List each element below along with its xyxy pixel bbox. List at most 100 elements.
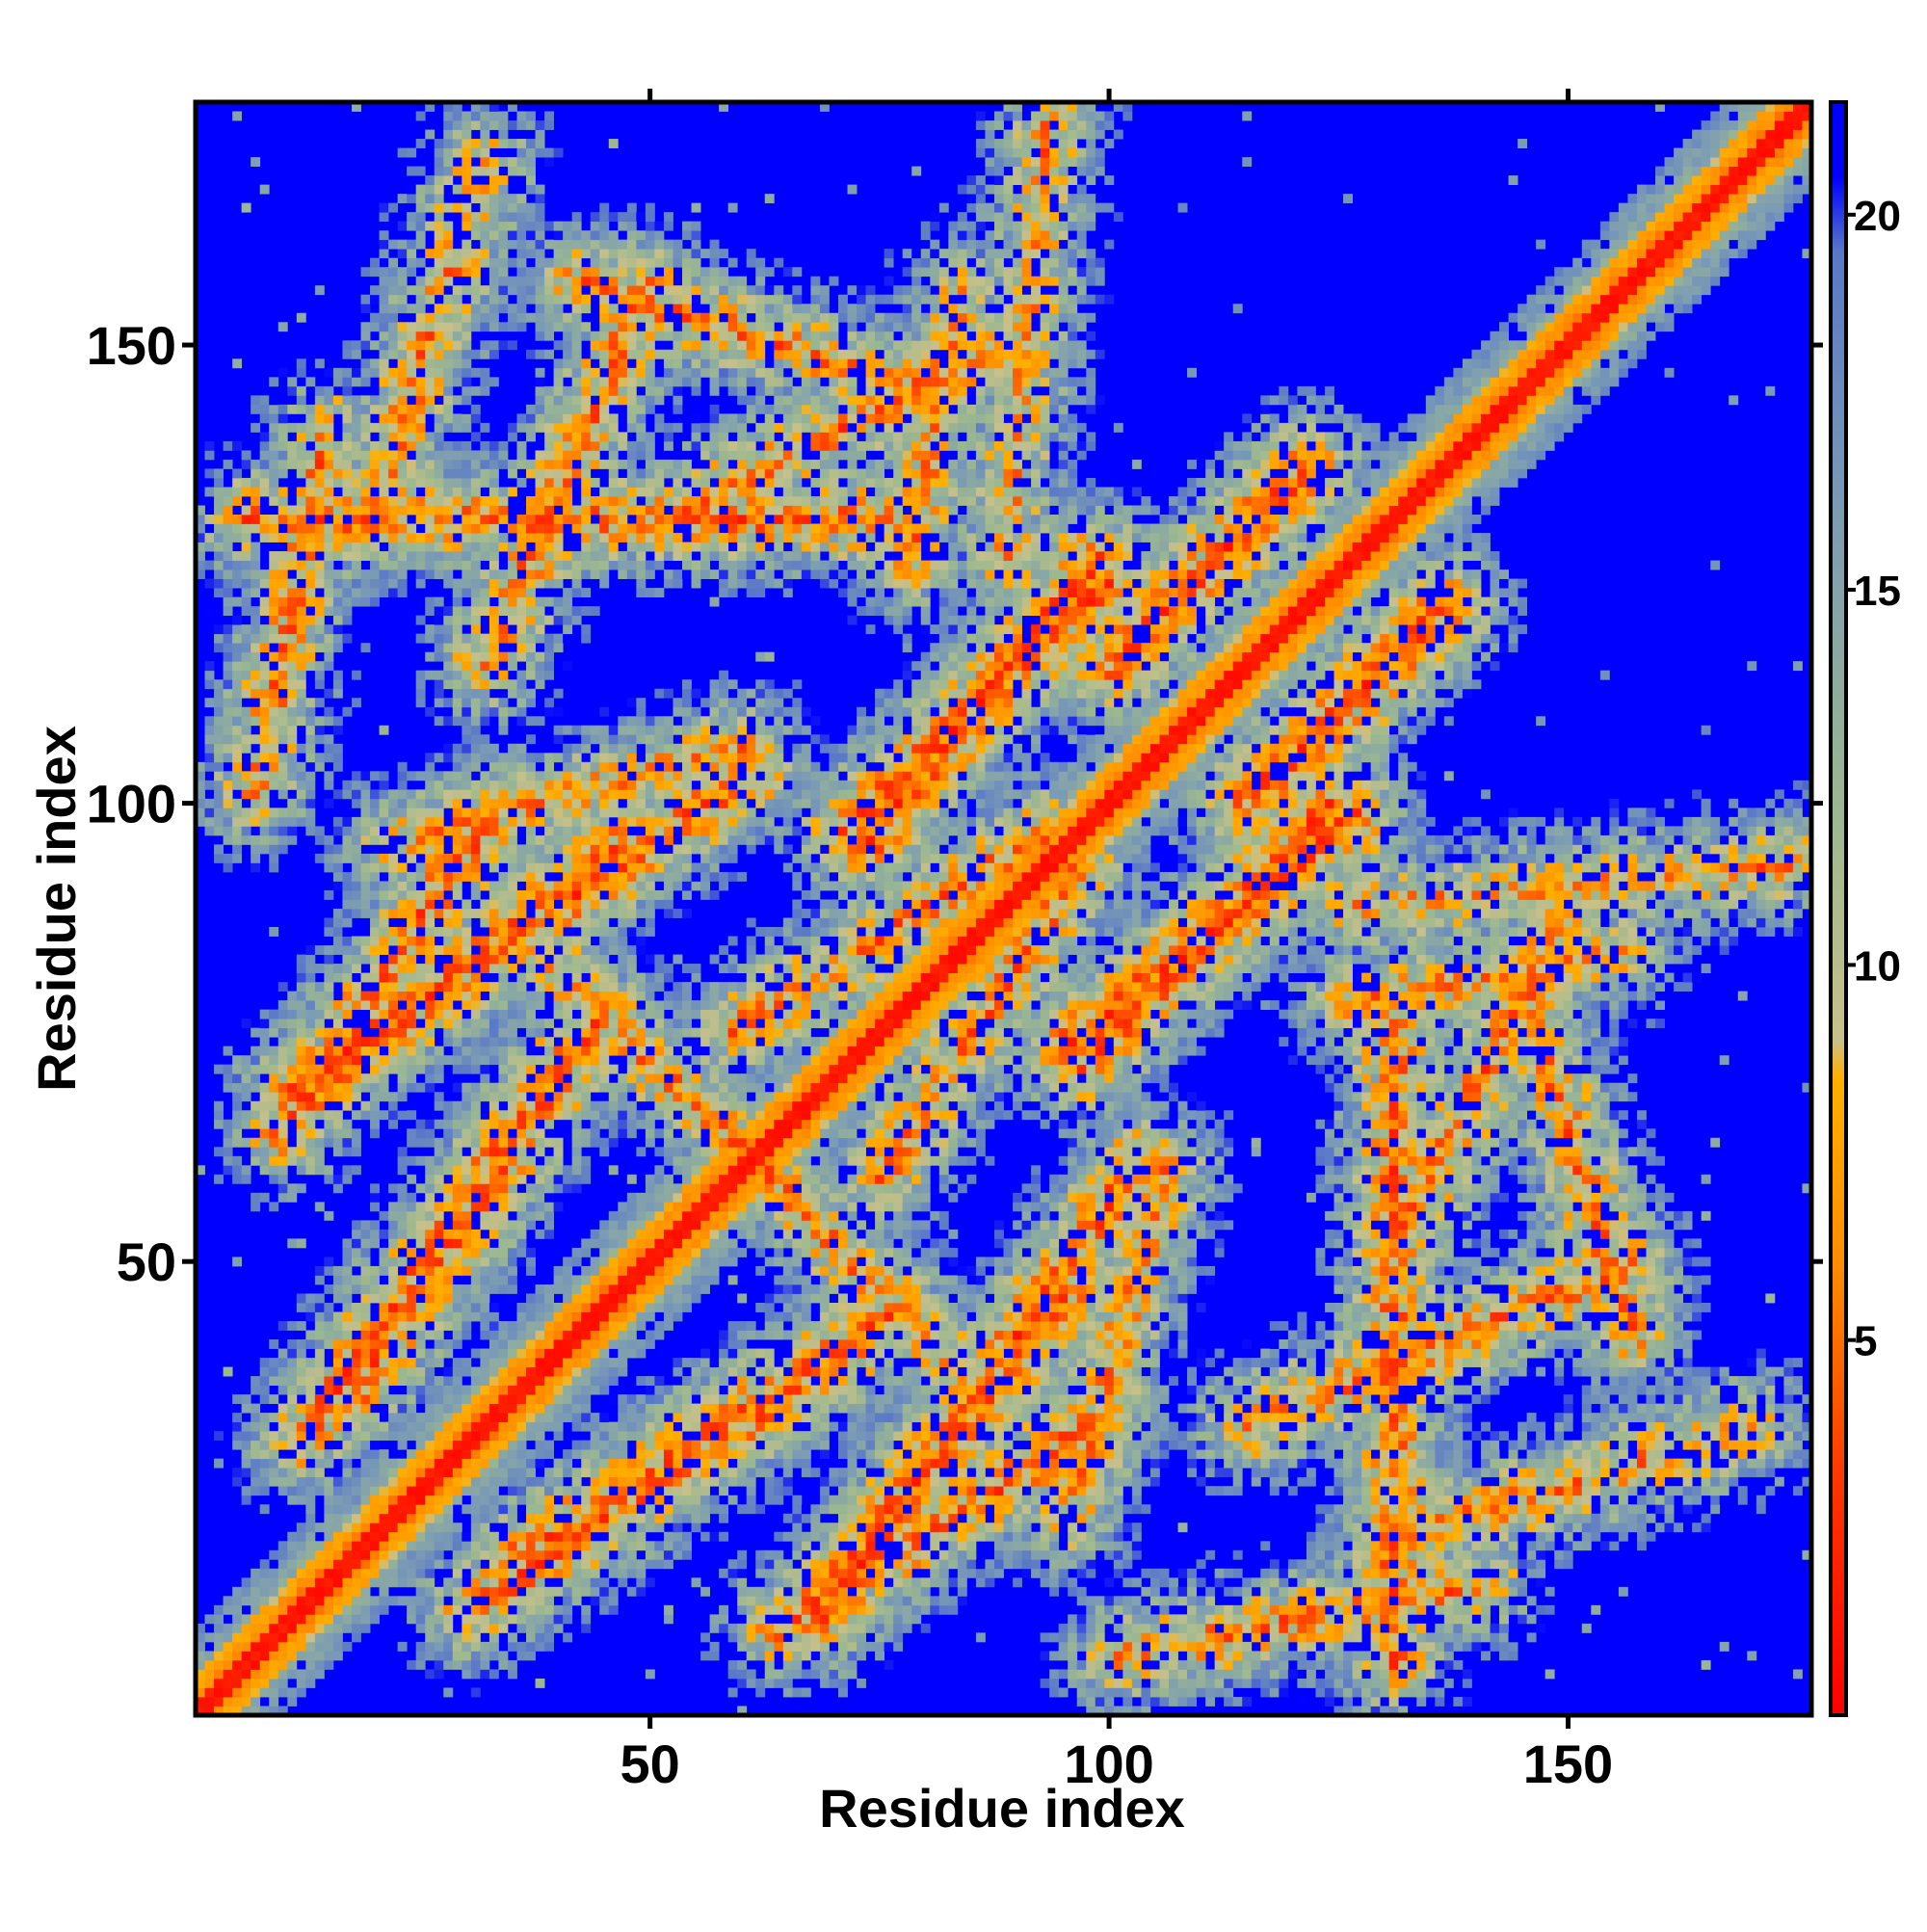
heatmap-cell [488, 964, 499, 973]
heatmap-cell [544, 1403, 555, 1414]
heatmap-cell [351, 1055, 361, 1066]
heatmap-cell [305, 1504, 316, 1515]
heatmap-cell [535, 1330, 545, 1340]
heatmap-cell [379, 1486, 389, 1496]
heatmap-cell [251, 1641, 261, 1652]
heatmap-cell [388, 432, 399, 442]
heatmap-cell [434, 1449, 444, 1460]
heatmap-cell [480, 157, 490, 167]
heatmap-cell [581, 1366, 592, 1377]
heatmap-cell [571, 285, 582, 296]
heatmap-cell [470, 780, 481, 790]
heatmap-cell [397, 1541, 408, 1551]
heatmap-cell [590, 954, 600, 965]
heatmap-cell [407, 889, 417, 900]
heatmap-cell [470, 533, 481, 543]
heatmap-cell [599, 982, 610, 992]
heatmap-cell [296, 1119, 306, 1129]
heatmap-cell [590, 991, 600, 1001]
heatmap-cell [599, 871, 610, 882]
heatmap-cell [516, 304, 527, 314]
heatmap-cell [379, 1366, 389, 1377]
heatmap-cell [488, 1632, 499, 1643]
heatmap-cell [324, 1110, 334, 1121]
heatmap-cell [452, 1421, 462, 1432]
heatmap-cell [443, 1577, 454, 1588]
heatmap-cell [498, 230, 509, 241]
heatmap-cell [305, 523, 316, 534]
heatmap-cell [324, 1458, 334, 1469]
heatmap-cell [204, 1706, 215, 1716]
heatmap-cell [397, 881, 408, 891]
heatmap-cell [608, 1596, 619, 1606]
heatmap-cell [470, 1431, 481, 1442]
heatmap-cell [544, 1541, 555, 1551]
heatmap-cell [269, 771, 279, 781]
heatmap-cell [526, 807, 536, 818]
heatmap-cell [452, 743, 462, 754]
heatmap-cell [241, 1092, 251, 1102]
heatmap-cell [360, 1100, 371, 1111]
heatmap-cell [425, 1486, 436, 1496]
heatmap-cell [232, 440, 243, 451]
heatmap-cell [407, 459, 417, 469]
heatmap-cell [241, 1064, 251, 1074]
heatmap-cell [507, 1119, 517, 1129]
heatmap-cell [425, 606, 436, 617]
heatmap-cell [507, 780, 517, 790]
heatmap-cell [443, 670, 454, 680]
heatmap-cell [526, 936, 536, 946]
heatmap-cell [462, 1321, 472, 1331]
heatmap-cell [599, 578, 610, 589]
heatmap-cell [379, 1339, 389, 1349]
heatmap-cell [425, 1247, 436, 1257]
heatmap-cell [434, 477, 444, 488]
heatmap-cell [480, 1522, 490, 1533]
heatmap-cell [488, 1092, 499, 1102]
heatmap-cell [544, 322, 555, 332]
heatmap-cell [443, 1586, 454, 1597]
heatmap-cell [535, 312, 545, 323]
heatmap-cell [223, 1632, 233, 1643]
heatmap-cell [599, 523, 610, 534]
heatmap-cell [462, 826, 472, 836]
heatmap-cell [544, 1137, 555, 1148]
heatmap-cell [507, 991, 517, 1001]
heatmap-cell [599, 1330, 610, 1340]
heatmap-cell [452, 588, 462, 598]
heatmap-cell [544, 468, 555, 479]
heatmap-cell [332, 1128, 343, 1139]
heatmap-cell [232, 716, 243, 727]
heatmap-cell [332, 1541, 343, 1551]
heatmap-cell [488, 615, 499, 625]
heatmap-cell [232, 633, 243, 644]
heatmap-cell [544, 120, 555, 130]
heatmap-cell [526, 1348, 536, 1359]
heatmap-cell [516, 761, 527, 772]
heatmap-cell [342, 1641, 353, 1652]
heatmap-cell [360, 1458, 371, 1469]
heatmap-cell [251, 1073, 261, 1084]
heatmap-cell [214, 798, 224, 808]
heatmap-cell [425, 1541, 436, 1551]
heatmap-cell [462, 505, 472, 516]
heatmap-cell [223, 440, 233, 451]
heatmap-cell [351, 1421, 361, 1432]
heatmap-cell [251, 798, 261, 808]
heatmap-cell [342, 1604, 353, 1615]
heatmap-cell [443, 1019, 454, 1029]
heatmap-cell [214, 495, 224, 506]
heatmap-cell [581, 1247, 592, 1257]
heatmap-cell [563, 1586, 573, 1597]
heatmap-cell [535, 1027, 545, 1038]
heatmap-cell [342, 964, 353, 973]
heatmap-cell [590, 1019, 600, 1029]
heatmap-cell [332, 1522, 343, 1533]
heatmap-cell [314, 1045, 325, 1056]
heatmap-cell [571, 1568, 582, 1578]
heatmap-cell [443, 349, 454, 359]
heatmap-cell [470, 1440, 481, 1450]
heatmap-cell [251, 1568, 261, 1578]
heatmap-cell [296, 1604, 306, 1615]
heatmap-cell [488, 917, 499, 928]
